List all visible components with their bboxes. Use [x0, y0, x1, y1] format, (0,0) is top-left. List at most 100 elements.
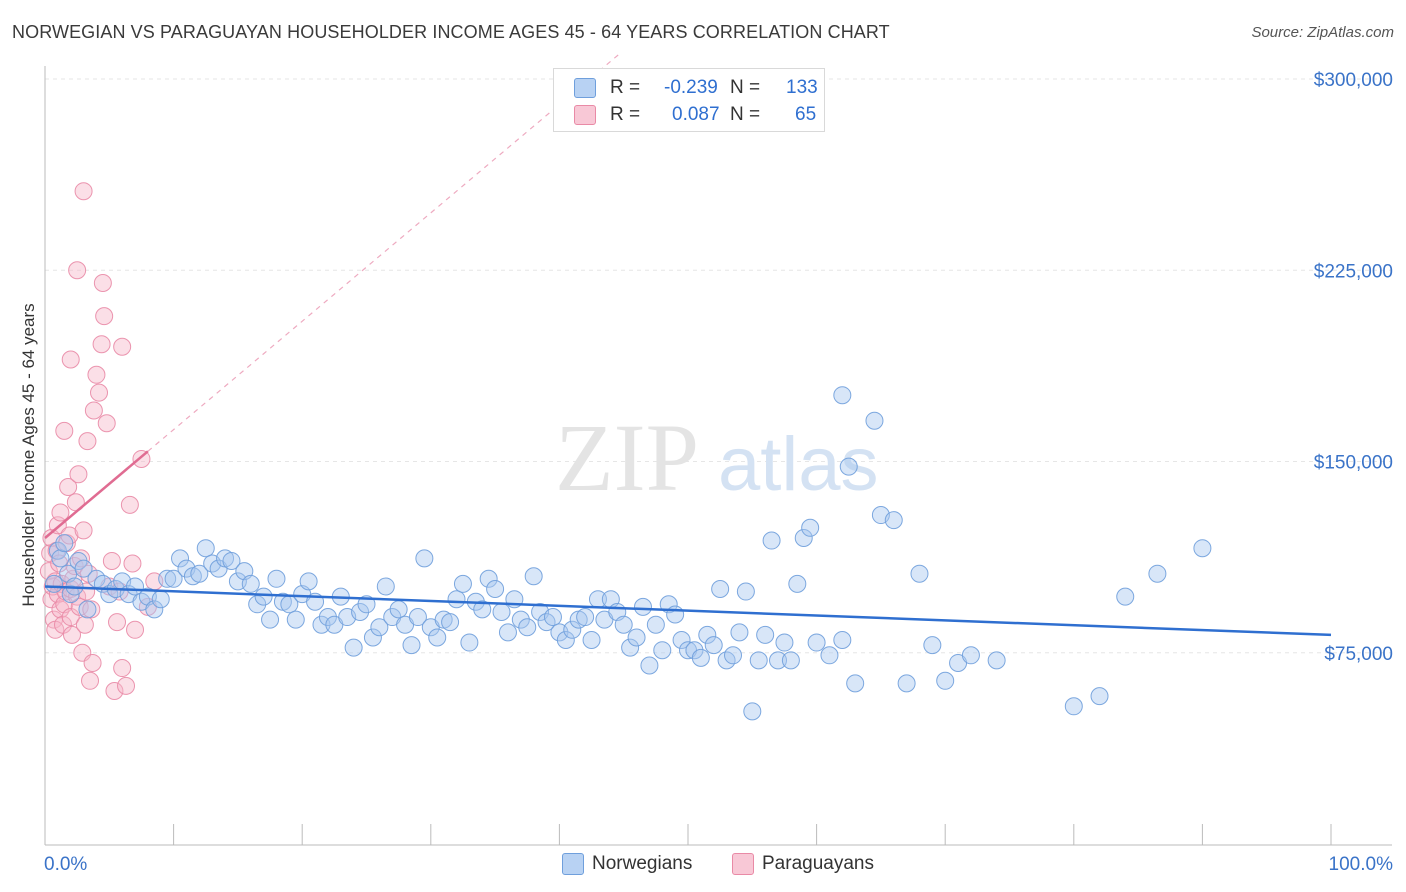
norwegian-point — [1116, 587, 1135, 606]
norwegian-point — [666, 605, 685, 624]
norwegian-point — [1148, 564, 1167, 583]
norwegian-point — [556, 631, 575, 649]
norwegian-point — [576, 608, 595, 627]
norwegian-point — [78, 600, 97, 619]
paraguayan-point — [113, 659, 132, 678]
paraguayan-point — [82, 600, 101, 619]
paraguayan-point — [117, 676, 136, 695]
norwegian-point — [691, 648, 710, 667]
chart-title: NORWEGIAN VS PARAGUAYAN HOUSEHOLDER INCO… — [12, 22, 890, 42]
bottom-legend-swatch-norwegians — [562, 853, 584, 875]
paraguayan-point — [69, 465, 88, 484]
norwegian-point — [453, 574, 472, 593]
paraguayan-point — [68, 261, 87, 280]
paraguayan-point — [87, 365, 106, 384]
norwegian-point — [627, 628, 646, 647]
paraguayan-point — [120, 495, 139, 514]
trend-lines — [44, 53, 1332, 637]
legend-r-label: R = — [610, 104, 641, 125]
norwegian-point — [312, 615, 331, 634]
paraguayan-point — [74, 521, 93, 540]
norwegian-point — [730, 623, 749, 642]
y-tick-label: $225,000 — [1314, 261, 1393, 282]
norwegian-point — [987, 651, 1006, 670]
norwegian-point — [164, 569, 183, 588]
paraguayan-point — [61, 350, 80, 369]
legend-swatch-norwegians — [574, 78, 596, 98]
norwegian-point — [775, 633, 794, 652]
norwegian-point — [479, 569, 498, 588]
paraguayan-point — [54, 615, 73, 634]
norwegian-point — [473, 600, 492, 619]
legend-n-label: N = — [730, 104, 761, 125]
norwegian-point — [151, 590, 170, 609]
norwegian-point — [833, 631, 852, 649]
norwegian-point — [408, 608, 427, 627]
norwegian-point — [910, 564, 929, 583]
norwegian-trend-line — [44, 585, 1332, 637]
norwegian-point — [646, 615, 665, 634]
norwegian-point — [51, 549, 70, 568]
norwegian-point — [299, 572, 318, 591]
norwegian-point — [807, 633, 826, 652]
norwegian-point — [357, 595, 376, 614]
gridlines — [45, 78, 1392, 654]
norwegian-point — [769, 651, 788, 670]
norwegian-point — [518, 618, 537, 637]
norwegian-point — [402, 636, 421, 655]
norwegian-point — [621, 638, 640, 657]
legend-swatch-paraguayans — [574, 105, 596, 125]
norwegian-point — [158, 569, 177, 588]
norwegian-point — [672, 631, 691, 649]
norwegian-point — [711, 580, 730, 598]
norwegian-point — [724, 646, 743, 665]
bottom-legend-label-paraguayans: Paraguayans — [762, 853, 874, 874]
watermark-atlas: atlas — [718, 422, 879, 507]
paraguayan-point — [105, 682, 124, 700]
norwegian-point — [884, 511, 903, 530]
y-tick-label: $150,000 — [1314, 453, 1393, 474]
norwegian-point — [756, 625, 775, 644]
paraguayan-point — [59, 478, 78, 496]
paraguayan-point — [95, 307, 114, 326]
paraguayan-trend-line — [44, 450, 149, 539]
norwegian-point — [492, 602, 511, 621]
paraguayan-point — [92, 335, 111, 354]
norwegian-point — [498, 623, 517, 642]
legend-r-value: 0.087 — [672, 104, 720, 125]
paraguayan-point — [126, 620, 145, 639]
norwegian-point — [55, 534, 74, 553]
norwegian-point — [640, 656, 659, 675]
norwegian-point — [788, 574, 807, 593]
bottom-legend-label-norwegians: Norwegians — [592, 853, 693, 874]
norwegian-point — [524, 567, 543, 586]
norwegian-point — [344, 638, 363, 657]
paraguayan-point — [123, 554, 142, 573]
norwegian-point — [897, 674, 916, 693]
legend-r-value: -0.239 — [664, 77, 718, 98]
y-tick-label: $75,000 — [1324, 644, 1393, 665]
paraguayan-point — [55, 421, 74, 440]
norwegian-point — [222, 551, 241, 570]
norwegian-point — [1064, 697, 1083, 716]
norwegian-point — [351, 602, 370, 621]
norwegian-point — [415, 549, 434, 568]
source-label: Source: ZipAtlas.com — [1251, 24, 1394, 41]
norwegian-point — [923, 636, 942, 655]
norwegian-point — [428, 628, 447, 647]
norwegian-point — [45, 574, 64, 593]
paraguayan-point — [84, 401, 103, 420]
norwegian-point — [376, 577, 395, 596]
norwegian-point — [749, 651, 768, 670]
norwegian-point — [936, 671, 955, 690]
norwegian-point — [286, 610, 305, 629]
norwegian-point — [685, 641, 704, 660]
norwegian-point — [698, 625, 717, 644]
norwegian-point — [781, 651, 800, 670]
bottom-legend-paraguayans: Paraguayans — [732, 852, 892, 876]
norwegian-point — [171, 549, 190, 568]
norwegian-point — [241, 574, 260, 593]
norwegian-point — [486, 580, 505, 598]
norwegian-point — [267, 569, 286, 588]
paraguayan-point — [51, 503, 70, 522]
